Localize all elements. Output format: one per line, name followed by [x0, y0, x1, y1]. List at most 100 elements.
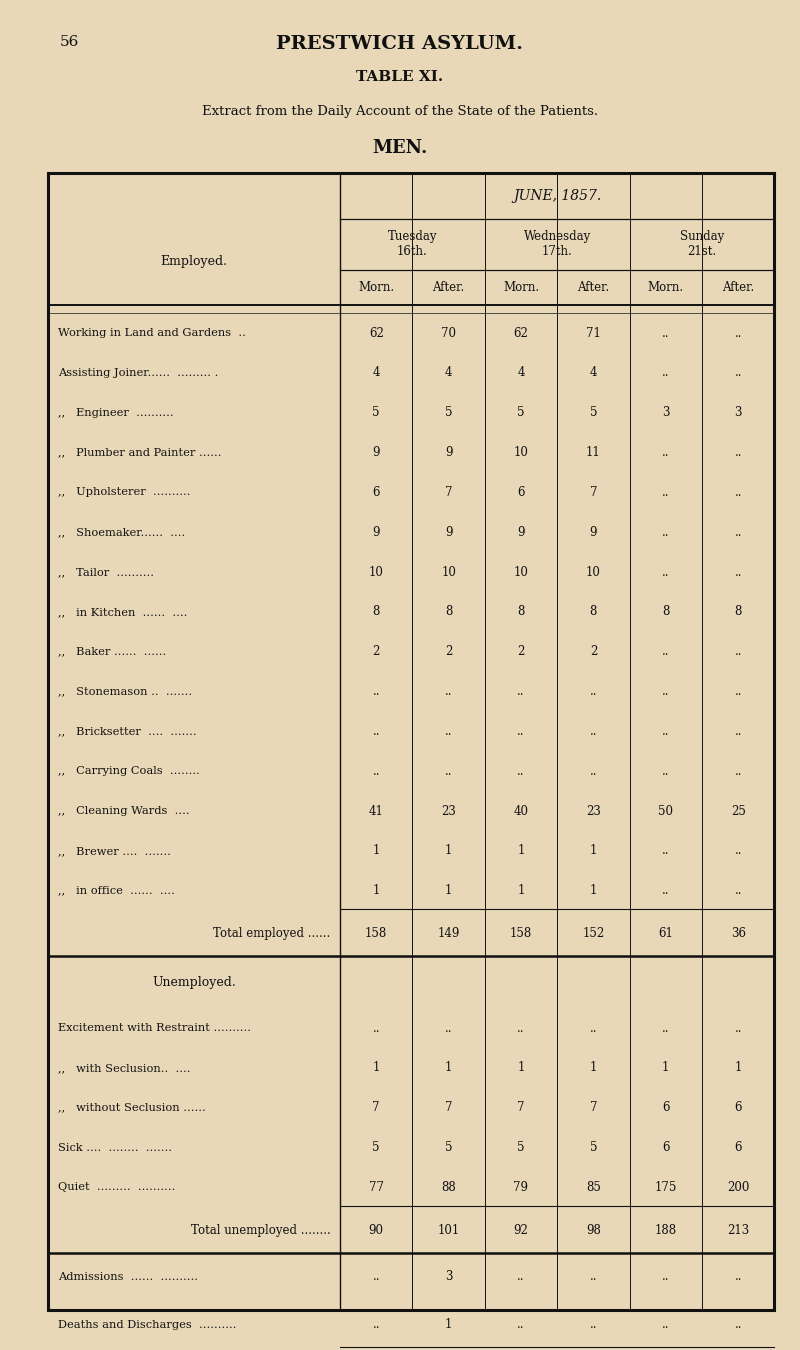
- Text: 188: 188: [654, 1223, 677, 1237]
- Text: ..: ..: [590, 725, 597, 738]
- Text: ..: ..: [662, 1022, 670, 1034]
- Text: ,,   Plumber and Painter ......: ,, Plumber and Painter ......: [58, 448, 221, 458]
- Text: 2: 2: [373, 645, 380, 659]
- Text: 88: 88: [442, 1181, 456, 1193]
- Text: Extract from the Daily Account of the State of the Patients.: Extract from the Daily Account of the St…: [202, 105, 598, 119]
- Text: ,,   Upholsterer  ..........: ,, Upholsterer ..........: [58, 487, 190, 497]
- Text: 5: 5: [373, 1141, 380, 1154]
- Text: ..: ..: [734, 366, 742, 379]
- Text: Wednesday
17th.: Wednesday 17th.: [523, 231, 591, 258]
- Text: Tuesday
16th.: Tuesday 16th.: [388, 231, 437, 258]
- Text: 152: 152: [582, 927, 605, 940]
- Text: 9: 9: [373, 446, 380, 459]
- Text: ..: ..: [518, 1022, 525, 1034]
- Text: 7: 7: [590, 1102, 597, 1114]
- Text: 1: 1: [373, 844, 380, 857]
- Text: 5: 5: [590, 1141, 597, 1154]
- Text: Morn.: Morn.: [503, 281, 539, 294]
- Text: ..: ..: [445, 764, 452, 778]
- Text: 1: 1: [373, 1061, 380, 1075]
- Text: 61: 61: [658, 927, 674, 940]
- Text: Assisting Joiner......  ......... .: Assisting Joiner...... ......... .: [58, 369, 218, 378]
- Text: Total unemployed ........: Total unemployed ........: [190, 1223, 330, 1237]
- Text: ..: ..: [734, 486, 742, 500]
- Text: 1: 1: [590, 1061, 597, 1075]
- Text: 1: 1: [445, 844, 452, 857]
- Text: ..: ..: [662, 764, 670, 778]
- Text: ..: ..: [373, 764, 380, 778]
- Text: 36: 36: [730, 927, 746, 940]
- Text: 10: 10: [514, 566, 529, 579]
- Text: 3: 3: [445, 1270, 452, 1284]
- Text: ..: ..: [662, 525, 670, 539]
- Text: 6: 6: [518, 486, 525, 500]
- Text: ..: ..: [734, 884, 742, 898]
- Text: ..: ..: [373, 1022, 380, 1034]
- Text: ..: ..: [590, 684, 597, 698]
- Text: ,,   Engineer  ..........: ,, Engineer ..........: [58, 408, 174, 417]
- Text: 3: 3: [662, 406, 670, 420]
- Text: ..: ..: [518, 1270, 525, 1284]
- Text: 6: 6: [662, 1141, 670, 1154]
- Text: 101: 101: [438, 1223, 460, 1237]
- Text: ,,   Baker ......  ......: ,, Baker ...... ......: [58, 647, 166, 656]
- Text: ..: ..: [662, 844, 670, 857]
- Text: Employed.: Employed.: [161, 255, 227, 269]
- Text: ..: ..: [590, 1318, 597, 1331]
- Text: 62: 62: [369, 327, 384, 340]
- Text: 8: 8: [373, 605, 380, 618]
- Text: PRESTWICH ASYLUM.: PRESTWICH ASYLUM.: [277, 35, 523, 53]
- Text: 1: 1: [445, 1061, 452, 1075]
- Text: Unemployed.: Unemployed.: [152, 976, 236, 988]
- Text: 5: 5: [373, 406, 380, 420]
- Text: 41: 41: [369, 805, 384, 818]
- Text: ..: ..: [590, 764, 597, 778]
- Text: ..: ..: [518, 725, 525, 738]
- Text: 8: 8: [518, 605, 525, 618]
- Text: 85: 85: [586, 1181, 601, 1193]
- Text: 3: 3: [734, 406, 742, 420]
- Text: ..: ..: [445, 725, 452, 738]
- Text: ..: ..: [662, 1318, 670, 1331]
- Text: ,,   without Seclusion ......: ,, without Seclusion ......: [58, 1103, 206, 1112]
- Text: Deaths and Discharges  ..........: Deaths and Discharges ..........: [58, 1320, 236, 1330]
- Text: ,,   in office  ......  ....: ,, in office ...... ....: [58, 886, 174, 895]
- Text: ,,   in Kitchen  ......  ....: ,, in Kitchen ...... ....: [58, 608, 187, 617]
- Text: 6: 6: [373, 486, 380, 500]
- Text: ..: ..: [662, 725, 670, 738]
- Text: 7: 7: [445, 1102, 452, 1114]
- Text: 4: 4: [518, 366, 525, 379]
- Text: ..: ..: [734, 725, 742, 738]
- Text: 6: 6: [734, 1102, 742, 1114]
- Text: 175: 175: [654, 1181, 677, 1193]
- Text: 10: 10: [586, 566, 601, 579]
- Text: 98: 98: [586, 1223, 601, 1237]
- Text: 7: 7: [445, 486, 452, 500]
- Text: 8: 8: [734, 605, 742, 618]
- Text: Working in Land and Gardens  ..: Working in Land and Gardens ..: [58, 328, 246, 338]
- Text: 1: 1: [590, 884, 597, 898]
- Text: After.: After.: [433, 281, 465, 294]
- Text: ..: ..: [662, 366, 670, 379]
- Text: ..: ..: [734, 1318, 742, 1331]
- Text: 56: 56: [60, 35, 79, 49]
- Text: 5: 5: [445, 1141, 452, 1154]
- Text: ..: ..: [518, 764, 525, 778]
- Text: ..: ..: [518, 1318, 525, 1331]
- Text: 1: 1: [590, 844, 597, 857]
- Text: 9: 9: [373, 525, 380, 539]
- Text: 2: 2: [445, 645, 452, 659]
- Text: 50: 50: [658, 805, 674, 818]
- Text: 7: 7: [518, 1102, 525, 1114]
- Text: ..: ..: [518, 684, 525, 698]
- Text: ,,   Carrying Coals  ........: ,, Carrying Coals ........: [58, 767, 199, 776]
- Text: ..: ..: [734, 684, 742, 698]
- Text: Morn.: Morn.: [358, 281, 394, 294]
- Text: ,,   Bricksetter  ....  .......: ,, Bricksetter .... .......: [58, 726, 196, 736]
- Text: ..: ..: [734, 525, 742, 539]
- Text: 70: 70: [441, 327, 456, 340]
- Text: 23: 23: [586, 805, 601, 818]
- Text: ..: ..: [734, 327, 742, 340]
- Text: 90: 90: [369, 1223, 384, 1237]
- Text: ..: ..: [662, 1270, 670, 1284]
